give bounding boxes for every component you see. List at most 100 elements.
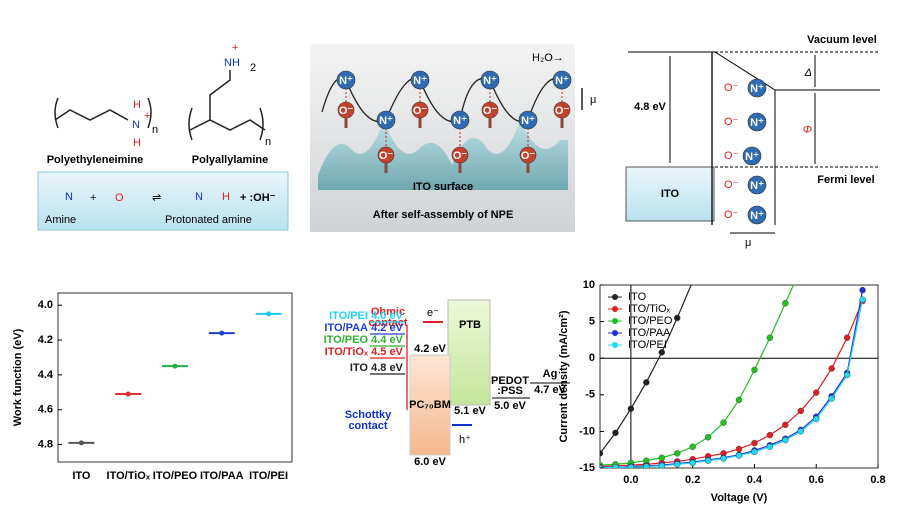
y-tick-label: 4.4 — [38, 369, 54, 381]
legend-marker — [612, 330, 618, 336]
marker — [735, 452, 743, 459]
charge: + — [144, 110, 150, 122]
marker — [720, 419, 727, 426]
marker — [600, 464, 604, 468]
marker — [751, 366, 758, 374]
label: PC₇₀BM — [409, 399, 451, 411]
level-name: ITO — [350, 362, 369, 374]
marker — [797, 428, 804, 435]
label: ITO — [661, 188, 680, 200]
label: PEDOT — [491, 375, 529, 387]
legend-label: ITO/PEO — [628, 315, 673, 327]
marker — [658, 462, 665, 468]
marker — [782, 300, 789, 307]
marker — [658, 454, 665, 461]
ion-label: O⁻ — [379, 150, 394, 162]
x-tick-label: ITO — [72, 470, 91, 482]
ion — [747, 175, 767, 195]
marker — [751, 439, 758, 447]
ion-label: N⁺ — [750, 83, 764, 95]
marker — [782, 421, 789, 429]
label: Amine — [45, 214, 76, 226]
legend-label: ITO — [628, 291, 647, 303]
scheme-left: N H H + n Polyethyleneimine NH 2 + n Pol… — [37, 42, 289, 231]
level-energy: 4.5 eV — [371, 346, 403, 358]
marker — [813, 415, 820, 423]
label: 5.0 eV — [494, 400, 526, 412]
ion-label: N⁺ — [339, 75, 353, 87]
marker — [735, 396, 743, 404]
y-tick-label: -15 — [579, 462, 595, 474]
ion-label: N⁺ — [521, 115, 535, 127]
label: μ — [745, 237, 751, 249]
label: ITO surface — [413, 181, 473, 193]
ion-label: O⁻ — [724, 209, 739, 221]
label: contact — [348, 420, 387, 432]
y-tick-label: 4.2 — [38, 334, 53, 346]
label: Vacuum level — [807, 34, 877, 46]
ito-surface — [318, 120, 568, 190]
plot-frame — [57, 292, 293, 463]
label: 4.8 eV — [634, 101, 666, 113]
marker — [689, 443, 696, 450]
ion-label: N⁺ — [483, 75, 497, 87]
ion — [450, 110, 470, 130]
label: H₂O→ — [532, 52, 564, 64]
scheme-middle: N⁺ O⁻ N⁺ O⁻ N⁺ O⁻ N⁺ O⁻ N⁺ O⁻ N⁺ O⁻ N⁺ O⁻ H₂O→ μ ITO … — [310, 44, 596, 232]
y-axis-label: Work function (eV) — [12, 328, 24, 426]
ion — [518, 110, 538, 130]
reaction-box — [37, 171, 289, 231]
marker — [689, 459, 696, 467]
ion-label: N⁺ — [453, 115, 467, 127]
ion — [480, 70, 500, 90]
legend-marker — [612, 342, 618, 348]
atom: H — [222, 191, 230, 203]
charts: ITO ITO/TiOₓ ITO/PEO ITO/PAA ITO/PEI4.04.24.… — [12, 265, 886, 504]
ion-label: N⁺ — [555, 75, 569, 87]
polymer-name: Polyethyleneimine — [47, 154, 144, 166]
y-tick-label: -5 — [585, 389, 595, 401]
ion — [747, 112, 767, 132]
atom: O — [115, 192, 124, 204]
label: Δ — [804, 67, 812, 79]
legend-label: ITO/PEI — [628, 339, 667, 351]
x-tick-label: ITO/PEI — [249, 470, 288, 482]
marker — [674, 314, 681, 322]
ion-label: N⁺ — [750, 117, 764, 129]
y-tick-label: 4.8 — [38, 438, 53, 450]
y-tick-label: 0 — [589, 352, 595, 364]
plot-area — [600, 265, 866, 468]
ion-label: O⁻ — [724, 179, 739, 191]
point — [172, 363, 178, 369]
scheme-right: ITO 4.8 eV Vacuum level Fermi level Δ Φ … — [625, 34, 880, 249]
level-name: ITO/TiOₓ — [325, 346, 369, 358]
ion — [376, 110, 396, 130]
ion-label: N⁺ — [379, 115, 393, 127]
pcbm-block — [409, 354, 451, 456]
ion-label: O⁻ — [521, 150, 536, 162]
marker — [735, 445, 743, 453]
point — [125, 391, 131, 397]
marker — [859, 296, 866, 303]
ion-label: N⁺ — [750, 180, 764, 192]
chain — [189, 119, 266, 131]
ion-label: O⁻ — [483, 105, 498, 117]
marker — [674, 461, 681, 468]
level-energy: 4.4 eV — [371, 334, 403, 346]
marker — [766, 443, 774, 450]
marker — [643, 463, 650, 468]
bracket — [188, 107, 264, 141]
y-tick-label: 5 — [589, 316, 595, 328]
ion-label: N⁺ — [745, 151, 759, 163]
ion-label: O⁻ — [453, 150, 468, 162]
label: Schottky — [345, 409, 392, 421]
level-name: ITO/PEO — [324, 334, 369, 346]
label: PTB — [459, 319, 481, 331]
label: μ — [590, 94, 596, 106]
x-tick-label: ITO/PEO — [153, 470, 198, 482]
legend-label: ITO/TiOₓ — [628, 303, 671, 315]
marker — [798, 265, 804, 271]
label: 4.2 eV — [414, 343, 446, 355]
chain — [209, 70, 231, 120]
charge: + — [232, 42, 238, 54]
